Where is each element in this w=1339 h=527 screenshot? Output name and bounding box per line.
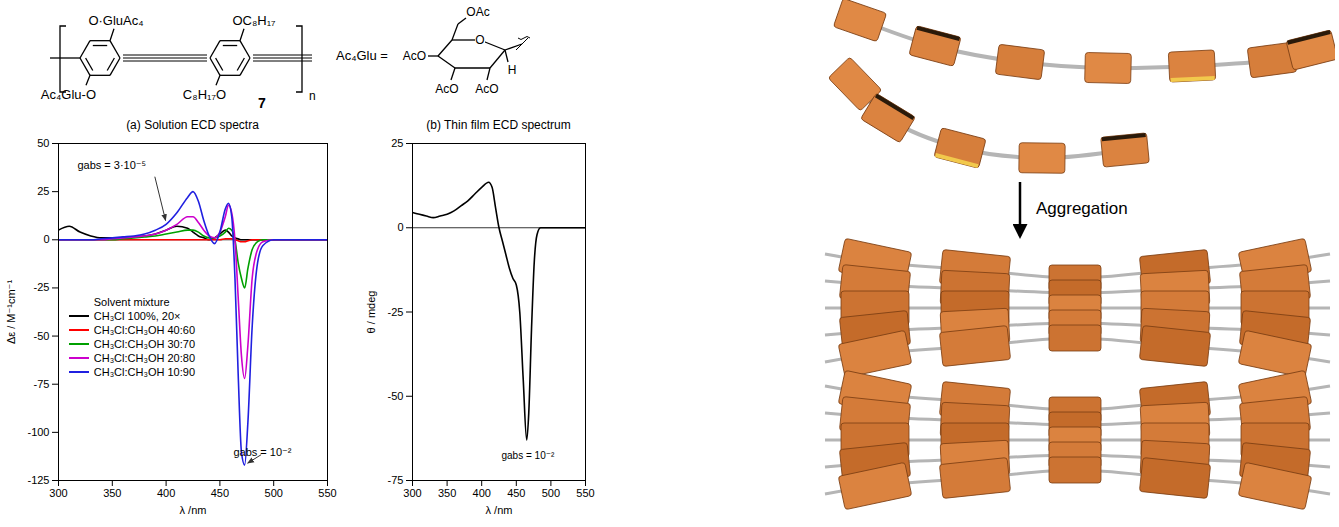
svg-text:400: 400 bbox=[473, 487, 491, 499]
svg-text:500: 500 bbox=[265, 487, 283, 499]
svg-text:Ac₄Glu-O: Ac₄Glu-O bbox=[41, 87, 96, 102]
html-text:CH₃Cl:CH₃OH 20:80: CH₃Cl:CH₃OH 20:80 bbox=[93, 351, 195, 364]
svg-text:AcO: AcO bbox=[435, 82, 458, 96]
svg-text:AcO: AcO bbox=[475, 82, 498, 96]
svg-text:θ / mdeg: θ / mdeg bbox=[365, 291, 377, 334]
svg-text:500: 500 bbox=[542, 487, 560, 499]
svg-text:300: 300 bbox=[49, 487, 67, 499]
svg-text:λ /nm: λ /nm bbox=[486, 504, 513, 516]
html-text:Solvent mixture: Solvent mixture bbox=[93, 295, 170, 308]
svg-text:450: 450 bbox=[211, 487, 229, 499]
svg-text:gabs = 3·10⁻⁵: gabs = 3·10⁻⁵ bbox=[77, 159, 146, 171]
html-text:(b) Thin film ECD spectrum: (b) Thin film ECD spectrum bbox=[426, 118, 571, 132]
svg-text:550: 550 bbox=[576, 487, 594, 499]
svg-text:n: n bbox=[309, 89, 316, 103]
svg-text:OC₈H₁₇: OC₈H₁₇ bbox=[232, 13, 276, 28]
svg-text:Δε / M⁻¹cm⁻¹: Δε / M⁻¹cm⁻¹ bbox=[5, 280, 17, 345]
svg-text:-25: -25 bbox=[388, 306, 404, 318]
svg-text:gabs = 10⁻²: gabs = 10⁻² bbox=[502, 450, 555, 461]
svg-text:OAc: OAc bbox=[466, 5, 489, 19]
svg-text:AcO: AcO bbox=[403, 49, 426, 63]
svg-text:550: 550 bbox=[318, 487, 336, 499]
svg-text:-100: -100 bbox=[27, 426, 49, 438]
svg-text:H: H bbox=[508, 63, 517, 77]
svg-text:-125: -125 bbox=[27, 474, 49, 486]
html-text:CH₃Cl:CH₃OH 30:70: CH₃Cl:CH₃OH 30:70 bbox=[93, 337, 195, 350]
svg-text:0: 0 bbox=[397, 221, 403, 233]
svg-text:O: O bbox=[475, 33, 484, 47]
html-text:CH₃Cl:CH₃OH 10:90: CH₃Cl:CH₃OH 10:90 bbox=[93, 365, 195, 378]
svg-text:7: 7 bbox=[258, 95, 266, 111]
svg-text:O·GluAc₄: O·GluAc₄ bbox=[88, 13, 143, 28]
svg-text:25: 25 bbox=[37, 185, 49, 197]
svg-text:350: 350 bbox=[438, 487, 456, 499]
svg-text:350: 350 bbox=[103, 487, 121, 499]
svg-text:-25: -25 bbox=[34, 281, 50, 293]
svg-text:λ /nm: λ /nm bbox=[180, 504, 207, 516]
svg-text:gabs = 10⁻²: gabs = 10⁻² bbox=[233, 446, 291, 458]
svg-text:50: 50 bbox=[37, 137, 49, 149]
svg-text:300: 300 bbox=[403, 487, 421, 499]
svg-text:-75: -75 bbox=[34, 378, 50, 390]
svg-text:-50: -50 bbox=[34, 330, 50, 342]
svg-text:C₈H₁₇O: C₈H₁₇O bbox=[183, 87, 226, 102]
svg-text:400: 400 bbox=[157, 487, 175, 499]
html-text:CH₃Cl:CH₃OH 40:60: CH₃Cl:CH₃OH 40:60 bbox=[93, 323, 195, 336]
svg-text:0: 0 bbox=[43, 233, 49, 245]
html-text:CH₃Cl 100%, 20×: CH₃Cl 100%, 20× bbox=[93, 309, 181, 322]
html-text:(a) Solution ECD spectra: (a) Solution ECD spectra bbox=[126, 118, 259, 132]
svg-text:25: 25 bbox=[391, 137, 403, 149]
svg-text:Ac₄Glu =: Ac₄Glu = bbox=[336, 48, 388, 63]
svg-text:-75: -75 bbox=[388, 474, 404, 486]
svg-text:-50: -50 bbox=[388, 390, 404, 402]
svg-text:Aggregation: Aggregation bbox=[1036, 199, 1128, 218]
svg-text:450: 450 bbox=[507, 487, 525, 499]
